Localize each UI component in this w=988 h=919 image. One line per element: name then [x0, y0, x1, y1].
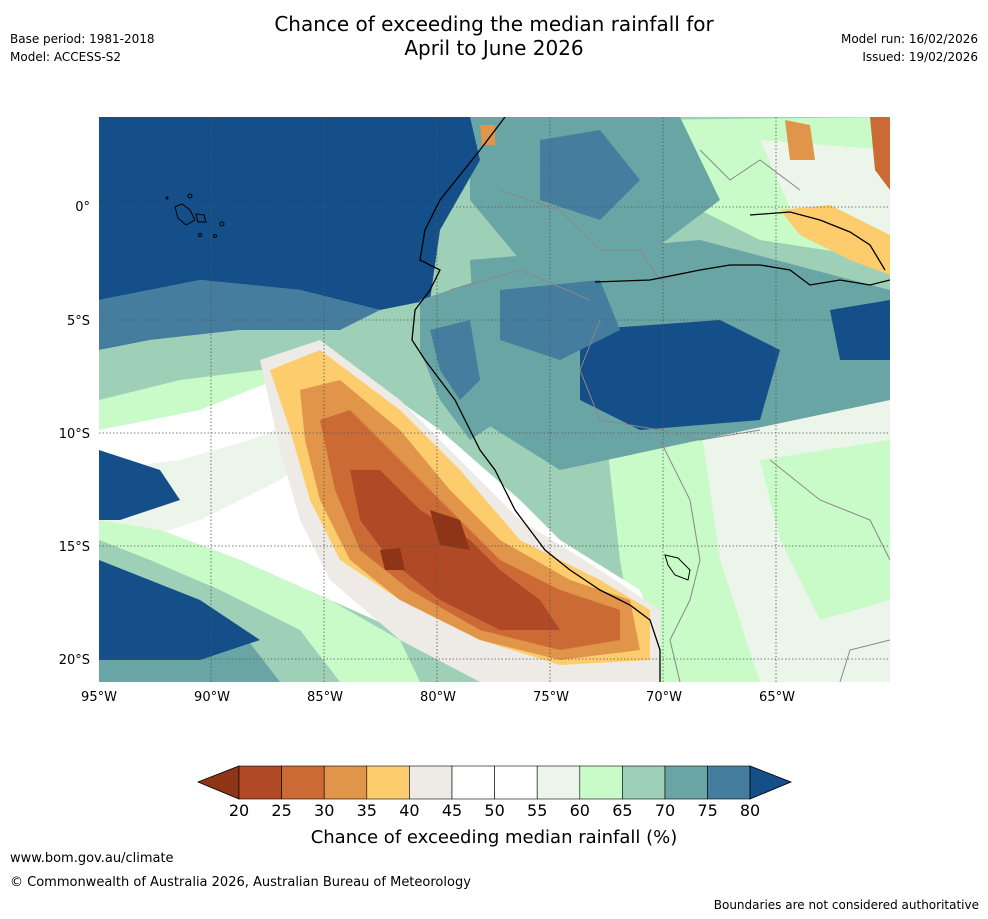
ocean-dry-band-20-25	[350, 470, 560, 630]
land-blue-patch-2	[540, 130, 640, 220]
lon-label: 70°W	[646, 690, 682, 705]
ocean-dry-band-25-30	[320, 410, 620, 650]
lon-label: 65°W	[759, 690, 795, 705]
lat-label: 10°S	[59, 427, 90, 442]
colorbar-tick: 40	[399, 801, 419, 820]
colorbar-tick: 45	[442, 801, 462, 820]
map-plot	[99, 117, 890, 682]
colorbar-tick: 50	[484, 801, 504, 820]
issued-date: Issued: 19/02/2026	[862, 50, 978, 64]
ocean-near-neutral-band	[99, 420, 330, 560]
colorbar-tick: 65	[612, 801, 632, 820]
land-dry-patch-colombia	[480, 125, 495, 145]
map-title: Chance of exceeding the median rainfall …	[0, 12, 988, 60]
land-blue-patch-east	[830, 300, 890, 360]
lon-label: 85°W	[307, 690, 343, 705]
colorbar-tick: 35	[357, 801, 377, 820]
lon-label: 95°W	[81, 690, 117, 705]
coast-blue-peru	[430, 320, 480, 400]
model-name: Model: ACCESS-S2	[10, 50, 122, 64]
longitude-labels: 95°W 90°W 85°W 80°W 75°W 70°W 65°W	[81, 690, 795, 705]
colorbar-cell	[536, 765, 581, 800]
colorbar-low-arrow	[196, 765, 240, 800]
lon-label: 75°W	[533, 690, 569, 705]
colorbar-tick: 70	[655, 801, 675, 820]
ocean-blue-band	[99, 280, 380, 350]
meta-right: Model run: 16/02/2026 Issued: 19/02/2026	[841, 30, 978, 66]
title-line-2: April to June 2026	[404, 36, 584, 60]
land-wet-patch-southeast	[760, 440, 890, 620]
colorbar-cell	[664, 765, 708, 800]
lat-label: 5°S	[67, 314, 90, 329]
colorbar-tick: 55	[527, 801, 547, 820]
colorbar-tick: 75	[697, 801, 717, 820]
colorbar-cell	[323, 765, 368, 800]
colorbar-tick: 20	[229, 801, 249, 820]
meta-left: Base period: 1981-2018 Model: ACCESS-S2	[10, 30, 155, 66]
colorbar-cell	[366, 765, 410, 800]
land-dry-patch-corner	[870, 117, 890, 190]
ocean-driest-patch-2	[380, 548, 405, 570]
title-line-1: Chance of exceeding the median rainfall …	[274, 12, 714, 36]
land-dry-patch-northeast	[780, 205, 890, 275]
ocean-high-chance-north	[99, 117, 480, 310]
footer-url: www.bom.gov.au/climate	[10, 851, 174, 866]
colorbar: 20 25 30 35 40 45 50 55 60 65 70 75 80 C…	[196, 765, 793, 848]
colorbar-tick: 30	[314, 801, 334, 820]
land-dry-patch-north	[785, 120, 815, 160]
map-figure: 95°W 90°W 85°W 80°W 75°W 70°W 65°W 0° 5°…	[59, 117, 890, 848]
coastline	[411, 117, 890, 682]
base-period: Base period: 1981-2018	[10, 32, 155, 46]
colorbar-cell	[494, 765, 538, 800]
lon-label: 90°W	[194, 690, 230, 705]
lon-label: 80°W	[420, 690, 456, 705]
footer-note: Boundaries are not considered authoritat…	[713, 898, 979, 912]
colorbar-cell	[707, 765, 751, 800]
ocean-driest-patch-1	[430, 510, 470, 550]
lat-label: 0°	[75, 200, 90, 215]
ocean-green-band	[99, 330, 320, 400]
country-borders	[449, 149, 890, 682]
latitude-labels: 0° 5°S 10°S 15°S 20°S	[59, 200, 90, 668]
land-high-chance-core	[580, 320, 780, 430]
graticule	[99, 117, 890, 682]
lat-label: 20°S	[59, 653, 90, 668]
colorbar-tick: 25	[271, 801, 291, 820]
galapagos-islands	[165, 193, 225, 238]
colorbar-cell	[451, 765, 495, 800]
model-run: Model run: 16/02/2026	[840, 32, 978, 46]
colorbar-cell	[281, 765, 325, 800]
lat-label: 15°S	[59, 540, 90, 555]
footer-copyright: © Commonwealth of Australia 2026, Austra…	[10, 875, 471, 890]
lake-titicaca	[664, 554, 691, 581]
colorbar-tick: 80	[740, 801, 760, 820]
colorbar-tick: 60	[570, 801, 590, 820]
ocean-high-chance-southwest	[99, 450, 180, 520]
colorbar-cell	[409, 765, 453, 800]
colorbar-title: Chance of exceeding median rainfall (%)	[311, 827, 678, 848]
ocean-high-chance-south	[99, 560, 260, 660]
colorbar-high-arrow	[749, 765, 793, 800]
colorbar-cell	[238, 765, 282, 800]
colorbar-cell	[579, 765, 623, 800]
colorbar-cell	[622, 765, 666, 800]
